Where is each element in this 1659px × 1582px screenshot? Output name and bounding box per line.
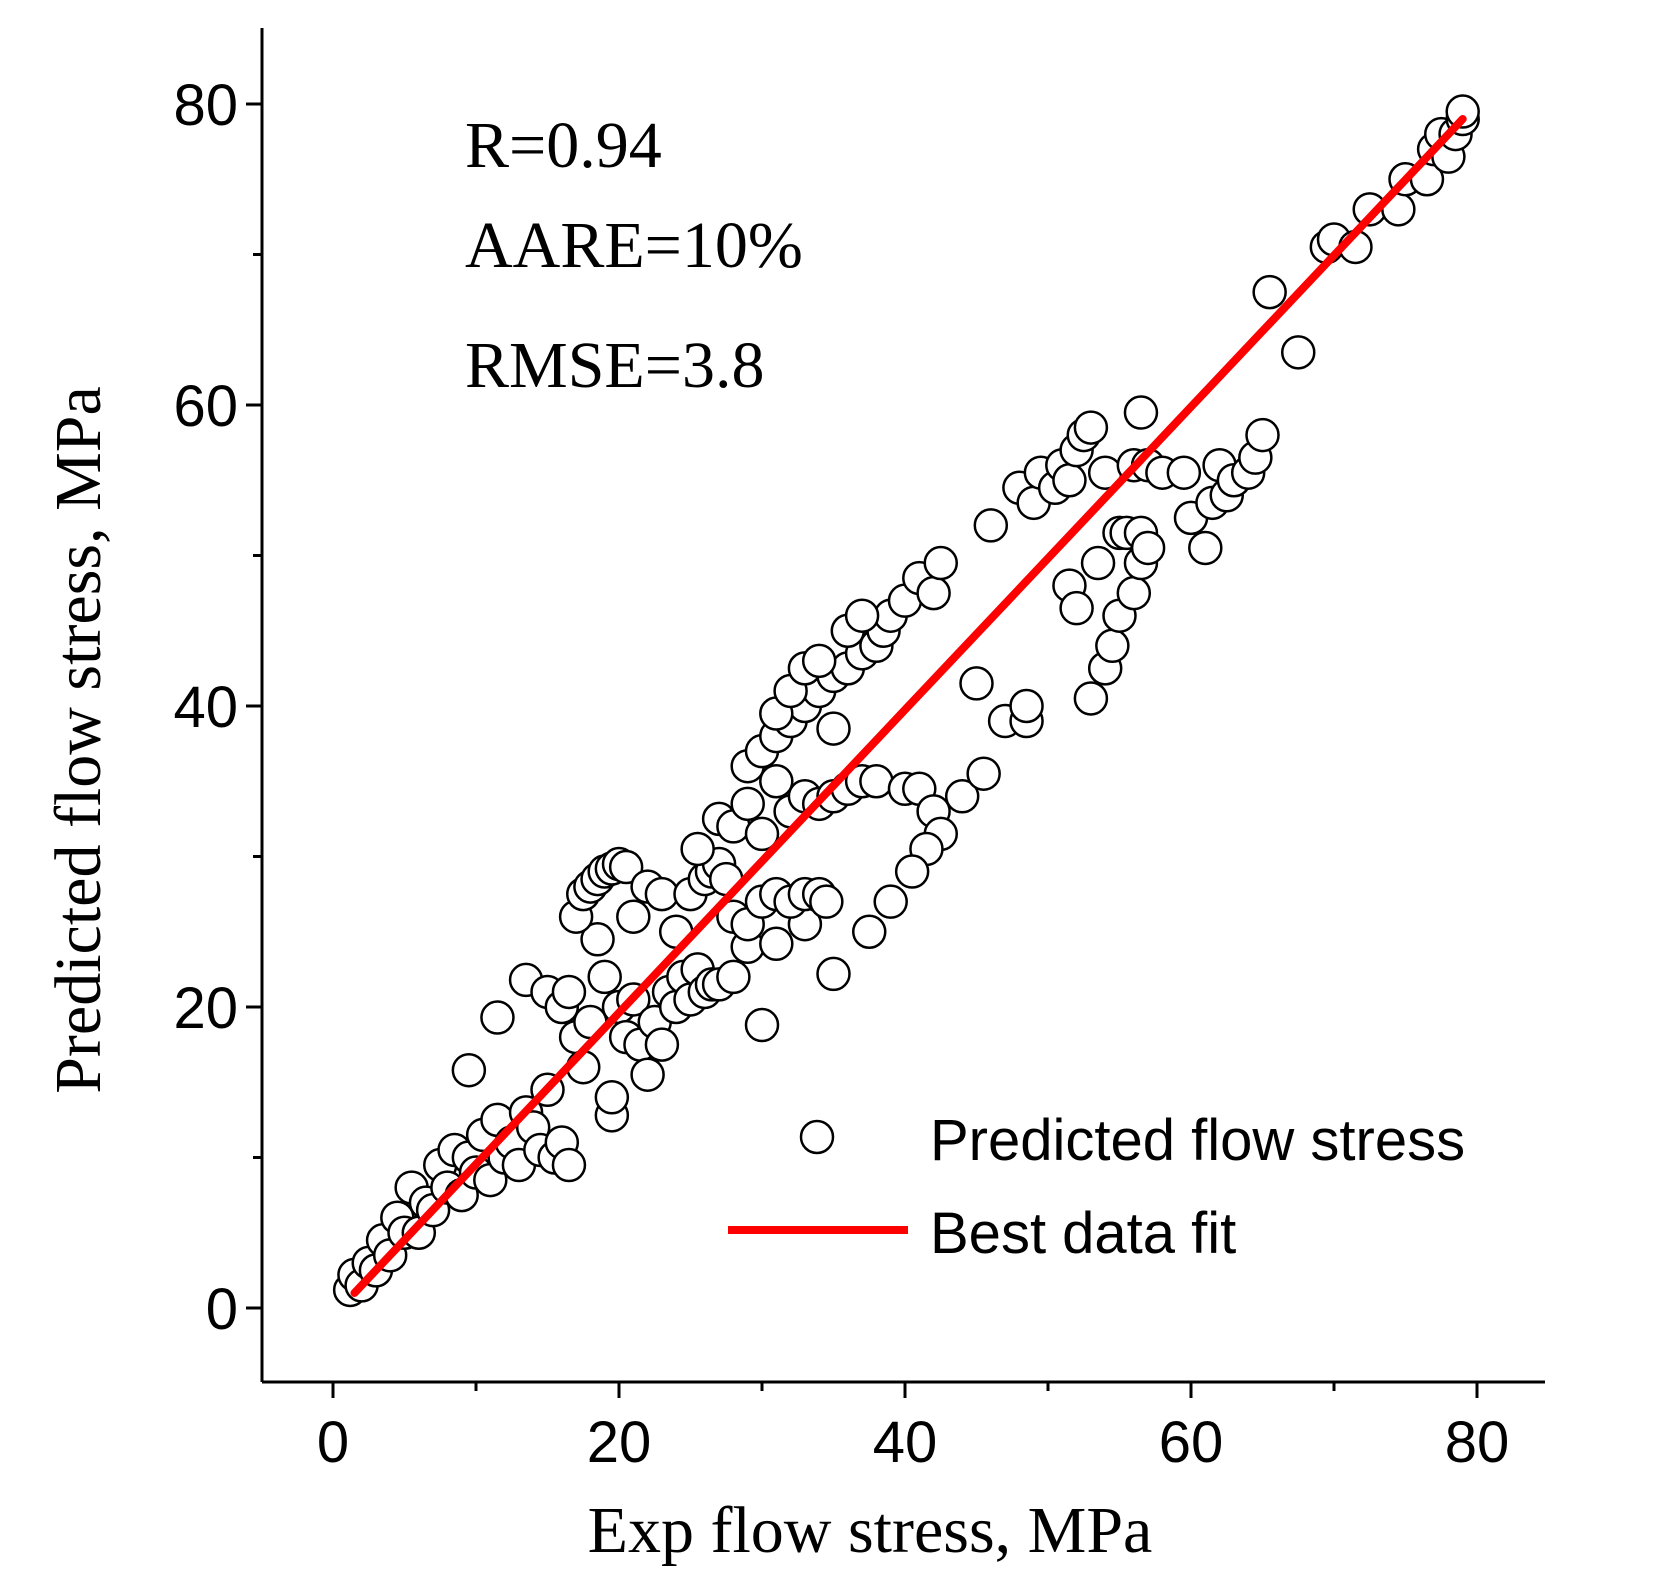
data-point	[1188, 530, 1223, 566]
data-point	[594, 1080, 630, 1115]
data-point	[1116, 575, 1152, 611]
stats-annotations: R=0.94 AARE=10% RMSE=3.8	[465, 109, 803, 402]
data-point	[551, 974, 587, 1010]
data-point	[616, 899, 651, 934]
data-point	[973, 508, 1009, 543]
data-point	[916, 575, 951, 611]
data-point	[809, 884, 844, 919]
data-point	[1281, 335, 1316, 370]
data-point	[1080, 545, 1116, 581]
data-point	[1073, 410, 1109, 445]
y-tick-label: 80	[173, 73, 238, 138]
data-point	[1009, 688, 1044, 724]
legend-label-predicted: Predicted flow stress	[930, 1108, 1465, 1173]
y-tick-label: 20	[173, 976, 238, 1041]
data-point	[680, 831, 715, 867]
data-point	[1095, 628, 1130, 664]
data-point	[1059, 590, 1094, 626]
x-tick-label: 80	[1445, 1410, 1510, 1475]
data-point	[859, 764, 894, 799]
data-point	[551, 1147, 587, 1183]
data-point	[451, 1052, 487, 1088]
x-tick-label: 0	[317, 1410, 349, 1475]
data-point	[1073, 681, 1109, 716]
legend-marker-circle	[799, 1119, 835, 1155]
data-point	[894, 854, 930, 889]
x-tick-label: 20	[587, 1410, 652, 1475]
y-tick-label: 60	[173, 374, 238, 439]
legend: Predicted flow stress Best data fit	[728, 1108, 1465, 1266]
stat-r: R=0.94	[465, 109, 662, 182]
data-point	[744, 816, 780, 852]
x-axis-title: Exp flow stress, MPa	[588, 1494, 1153, 1567]
x-tick-label: 60	[1159, 1410, 1224, 1475]
data-point	[587, 959, 622, 995]
stat-aare: AARE=10%	[465, 209, 803, 282]
stat-rmse: RMSE=3.8	[465, 329, 764, 402]
data-point	[873, 884, 908, 919]
fit-line-group	[350, 115, 1467, 1297]
data-point	[844, 598, 880, 633]
y-axis-title: Predicted flow stress, MPa	[42, 386, 115, 1094]
data-point	[730, 786, 765, 822]
data-point	[1130, 530, 1166, 566]
legend-label-fit: Best data fit	[930, 1201, 1236, 1266]
data-point	[923, 545, 958, 581]
best-fit-line	[350, 115, 1467, 1297]
data-point	[852, 914, 887, 949]
data-point	[644, 1027, 680, 1062]
data-point	[759, 764, 794, 799]
data-point	[759, 926, 794, 962]
data-point	[1123, 395, 1159, 430]
data-point	[480, 1000, 515, 1035]
data-point	[816, 956, 851, 992]
x-axis-ticks: 0 20 40 60 80	[317, 1382, 1509, 1475]
data-point	[644, 876, 680, 912]
y-tick-label: 0	[206, 1277, 238, 1342]
data-point	[944, 779, 980, 814]
data-point	[630, 1057, 665, 1092]
data-point	[959, 666, 994, 701]
data-point	[1252, 274, 1287, 310]
data-point	[1052, 463, 1087, 498]
y-axis-ticks: 0 20 40 60 80	[173, 73, 262, 1342]
data-point	[1166, 455, 1202, 490]
data-point	[716, 959, 751, 995]
data-point	[608, 849, 644, 885]
data-point	[816, 711, 851, 746]
data-point	[1245, 417, 1280, 453]
data-point	[801, 643, 837, 679]
y-tick-label: 40	[173, 675, 238, 740]
data-point	[744, 1007, 780, 1043]
data-point	[966, 756, 1001, 791]
data-point	[1445, 94, 1480, 129]
x-tick-label: 40	[873, 1410, 938, 1475]
data-point	[580, 922, 615, 957]
